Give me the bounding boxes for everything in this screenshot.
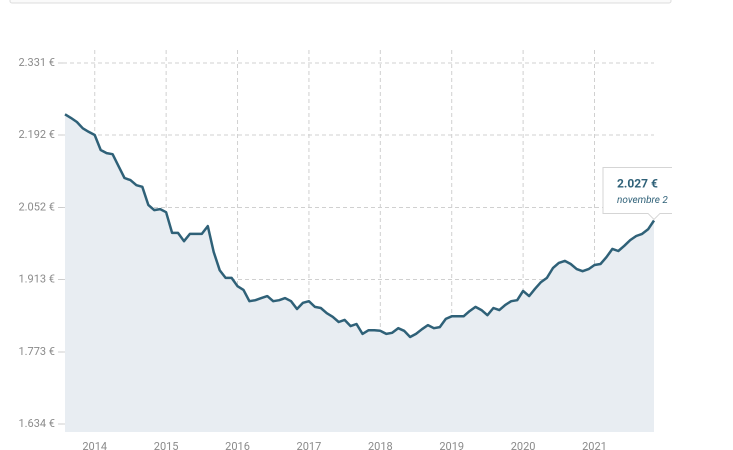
x-tick-label: 2018 <box>368 440 393 450</box>
x-tick-label: 2019 <box>439 440 464 450</box>
x-tick-label: 2015 <box>154 440 179 450</box>
y-tick-label: 1.913 € <box>18 272 55 285</box>
y-tick-label: 2.331 € <box>18 56 55 69</box>
search-bar[interactable] <box>9 0 672 4</box>
x-tick-label: 2017 <box>297 440 322 450</box>
y-tick-label: 2.192 € <box>18 128 55 141</box>
y-tick-label: 1.773 € <box>18 345 55 358</box>
x-tick-label: 2021 <box>582 440 607 450</box>
tooltip-box <box>602 166 672 221</box>
tooltip-date: novembre 2 <box>617 195 668 206</box>
x-tick-label: 2020 <box>511 440 536 450</box>
line <box>64 113 656 339</box>
x-tick-label: 2014 <box>82 440 107 450</box>
y-tick-label: 2.052 € <box>18 200 55 213</box>
tooltip: 2.027 € novembre 2 <box>602 166 672 221</box>
tooltip-value: 2.027 € <box>617 177 658 191</box>
plot-area: 1.634 € 1.773 € 1.913 € 2.052 € 2.192 € 2.331… <box>18 50 672 450</box>
y-tick-label: 1.634 € <box>18 417 55 430</box>
x-tick-label: 2016 <box>225 440 250 450</box>
area <box>65 114 654 433</box>
